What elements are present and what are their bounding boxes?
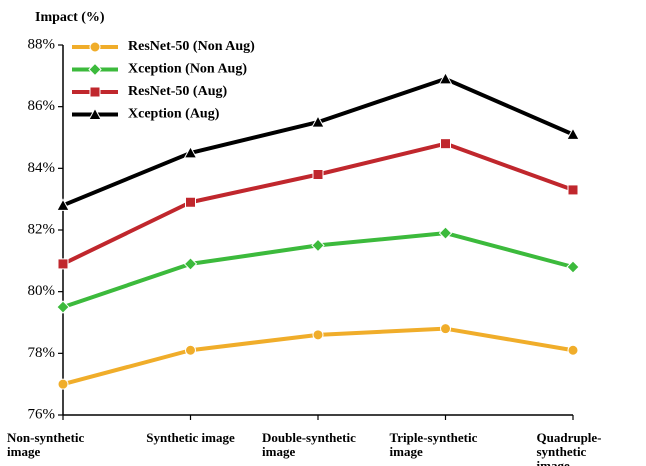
- legend-label: ResNet-50 (Non Aug): [128, 39, 255, 54]
- marker: [567, 184, 579, 196]
- x-tick-label: Double-synthetic image: [262, 430, 356, 459]
- x-tick-label: Quadruple-synthetic image: [536, 430, 602, 466]
- y-tick-label: 82%: [28, 221, 56, 237]
- marker: [566, 260, 580, 274]
- marker: [183, 145, 198, 159]
- y-tick-label: 76%: [28, 406, 56, 422]
- marker: [440, 323, 451, 335]
- legend-label: ResNet-50 (Aug): [128, 84, 227, 99]
- y-tick-label: 78%: [28, 345, 56, 361]
- marker: [88, 62, 102, 77]
- marker: [185, 196, 196, 208]
- marker: [57, 378, 69, 390]
- marker: [183, 257, 198, 271]
- legend-label: Xception (Non Aug): [128, 62, 247, 77]
- y-tick-label: 86%: [28, 98, 56, 114]
- marker: [89, 41, 101, 53]
- marker: [57, 258, 69, 270]
- y-axis-label: Impact (%): [35, 10, 105, 25]
- marker: [185, 344, 196, 356]
- marker: [438, 71, 453, 85]
- x-tick-label: Non-synthetic image: [7, 430, 85, 459]
- legend-label: Xception (Aug): [128, 107, 220, 122]
- y-tick-label: 84%: [28, 160, 56, 176]
- marker: [311, 238, 325, 253]
- y-tick-label: 80%: [28, 283, 56, 299]
- y-tick-label: 88%: [28, 36, 56, 52]
- x-tick-label: Synthetic image: [146, 430, 235, 445]
- marker: [440, 138, 451, 150]
- marker: [311, 115, 325, 128]
- marker: [312, 329, 324, 341]
- marker: [312, 169, 324, 180]
- marker: [56, 198, 70, 211]
- marker: [89, 86, 101, 98]
- x-tick-label: Triple-synthetic image: [389, 430, 478, 459]
- marker: [567, 344, 579, 356]
- marker: [88, 107, 102, 120]
- marker: [566, 127, 580, 140]
- marker: [56, 300, 70, 314]
- marker: [438, 226, 453, 240]
